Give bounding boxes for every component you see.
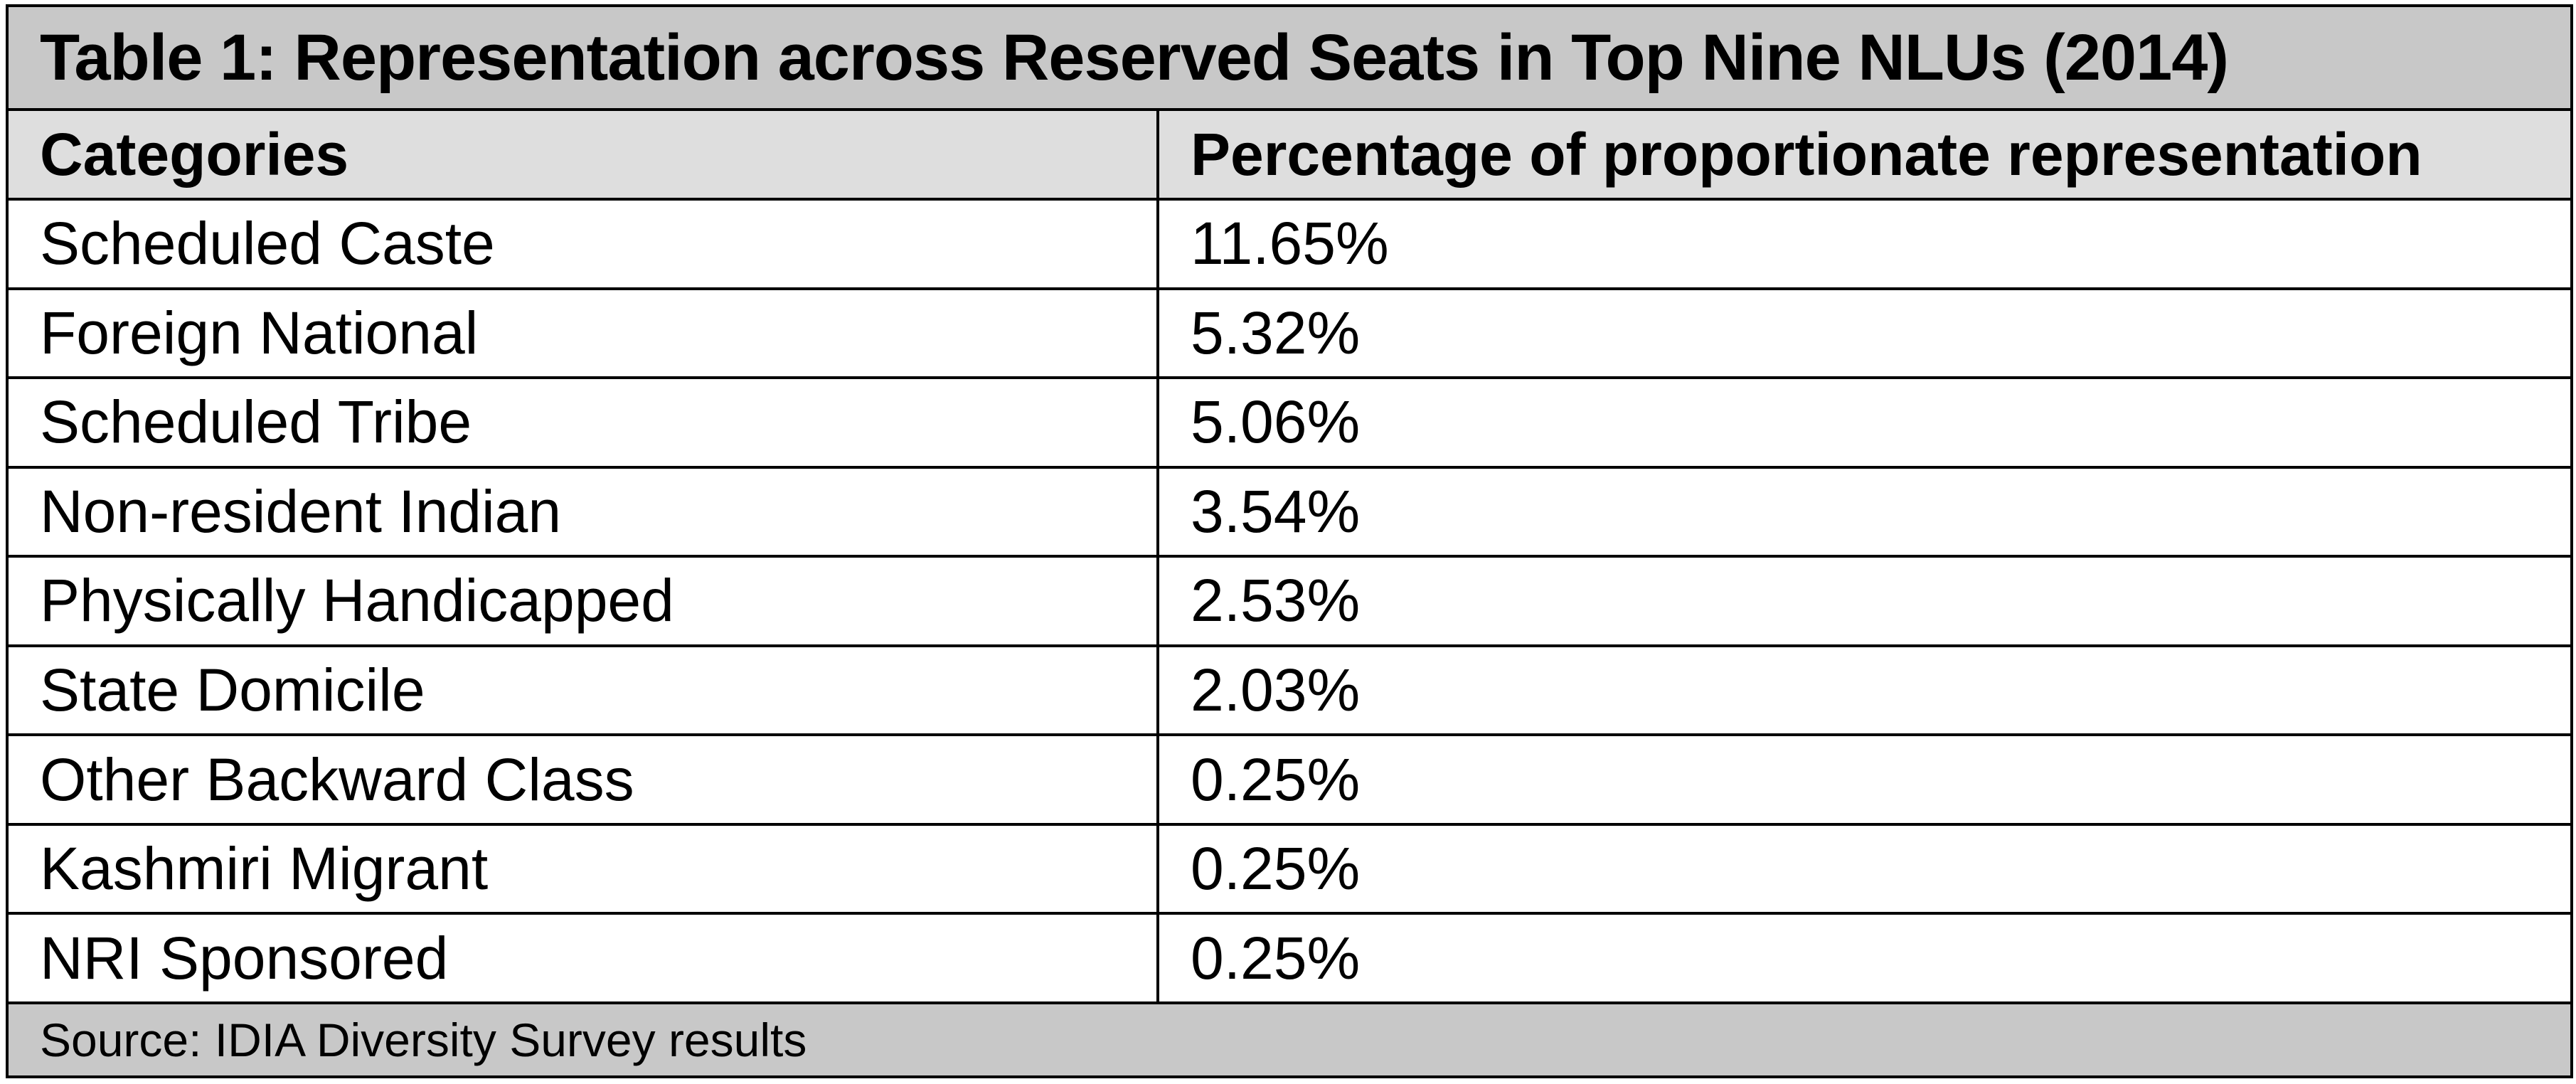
table-container: Table 1: Representation across Reserved … [6, 4, 2573, 1078]
table-row: State Domicile 2.03% [6, 644, 2573, 737]
percentage-cell: 2.03% [1156, 644, 2573, 737]
percentage-cell: 0.25% [1156, 912, 2573, 1004]
column-header-percentage: Percentage of proportionate representati… [1156, 108, 2573, 201]
category-cell: Non-resident Indian [6, 465, 1159, 558]
percentage-cell: 0.25% [1156, 822, 2573, 915]
table-row: NRI Sponsored 0.25% [6, 912, 2573, 1004]
percentage-cell: 2.53% [1156, 555, 2573, 647]
category-cell: Other Backward Class [6, 733, 1159, 826]
table-row: Scheduled Caste 11.65% [6, 198, 2573, 290]
table-row: Other Backward Class 0.25% [6, 733, 2573, 826]
source-row: Source: IDIA Diversity Survey results [6, 1001, 2573, 1078]
table-title: Table 1: Representation across Reserved … [6, 4, 2573, 111]
column-header-categories: Categories [6, 108, 1159, 201]
table-row: Kashmiri Migrant 0.25% [6, 822, 2573, 915]
category-cell: NRI Sponsored [6, 912, 1159, 1004]
category-cell: Foreign National [6, 287, 1159, 380]
table-row: Physically Handicapped 2.53% [6, 555, 2573, 647]
column-header-row: Categories Percentage of proportionate r… [6, 108, 2573, 201]
percentage-cell: 11.65% [1156, 198, 2573, 290]
category-cell: Scheduled Caste [6, 198, 1159, 290]
category-cell: Kashmiri Migrant [6, 822, 1159, 915]
source-note: Source: IDIA Diversity Survey results [6, 1001, 2573, 1078]
category-cell: Physically Handicapped [6, 555, 1159, 647]
category-cell: State Domicile [6, 644, 1159, 737]
percentage-cell: 5.32% [1156, 287, 2573, 380]
percentage-cell: 3.54% [1156, 465, 2573, 558]
representation-table: Table 1: Representation across Reserved … [6, 4, 2573, 1078]
percentage-cell: 5.06% [1156, 376, 2573, 469]
table-row: Non-resident Indian 3.54% [6, 465, 2573, 558]
table-row: Scheduled Tribe 5.06% [6, 376, 2573, 469]
table-row: Foreign National 5.32% [6, 287, 2573, 380]
table-title-row: Table 1: Representation across Reserved … [6, 4, 2573, 111]
category-cell: Scheduled Tribe [6, 376, 1159, 469]
percentage-cell: 0.25% [1156, 733, 2573, 826]
